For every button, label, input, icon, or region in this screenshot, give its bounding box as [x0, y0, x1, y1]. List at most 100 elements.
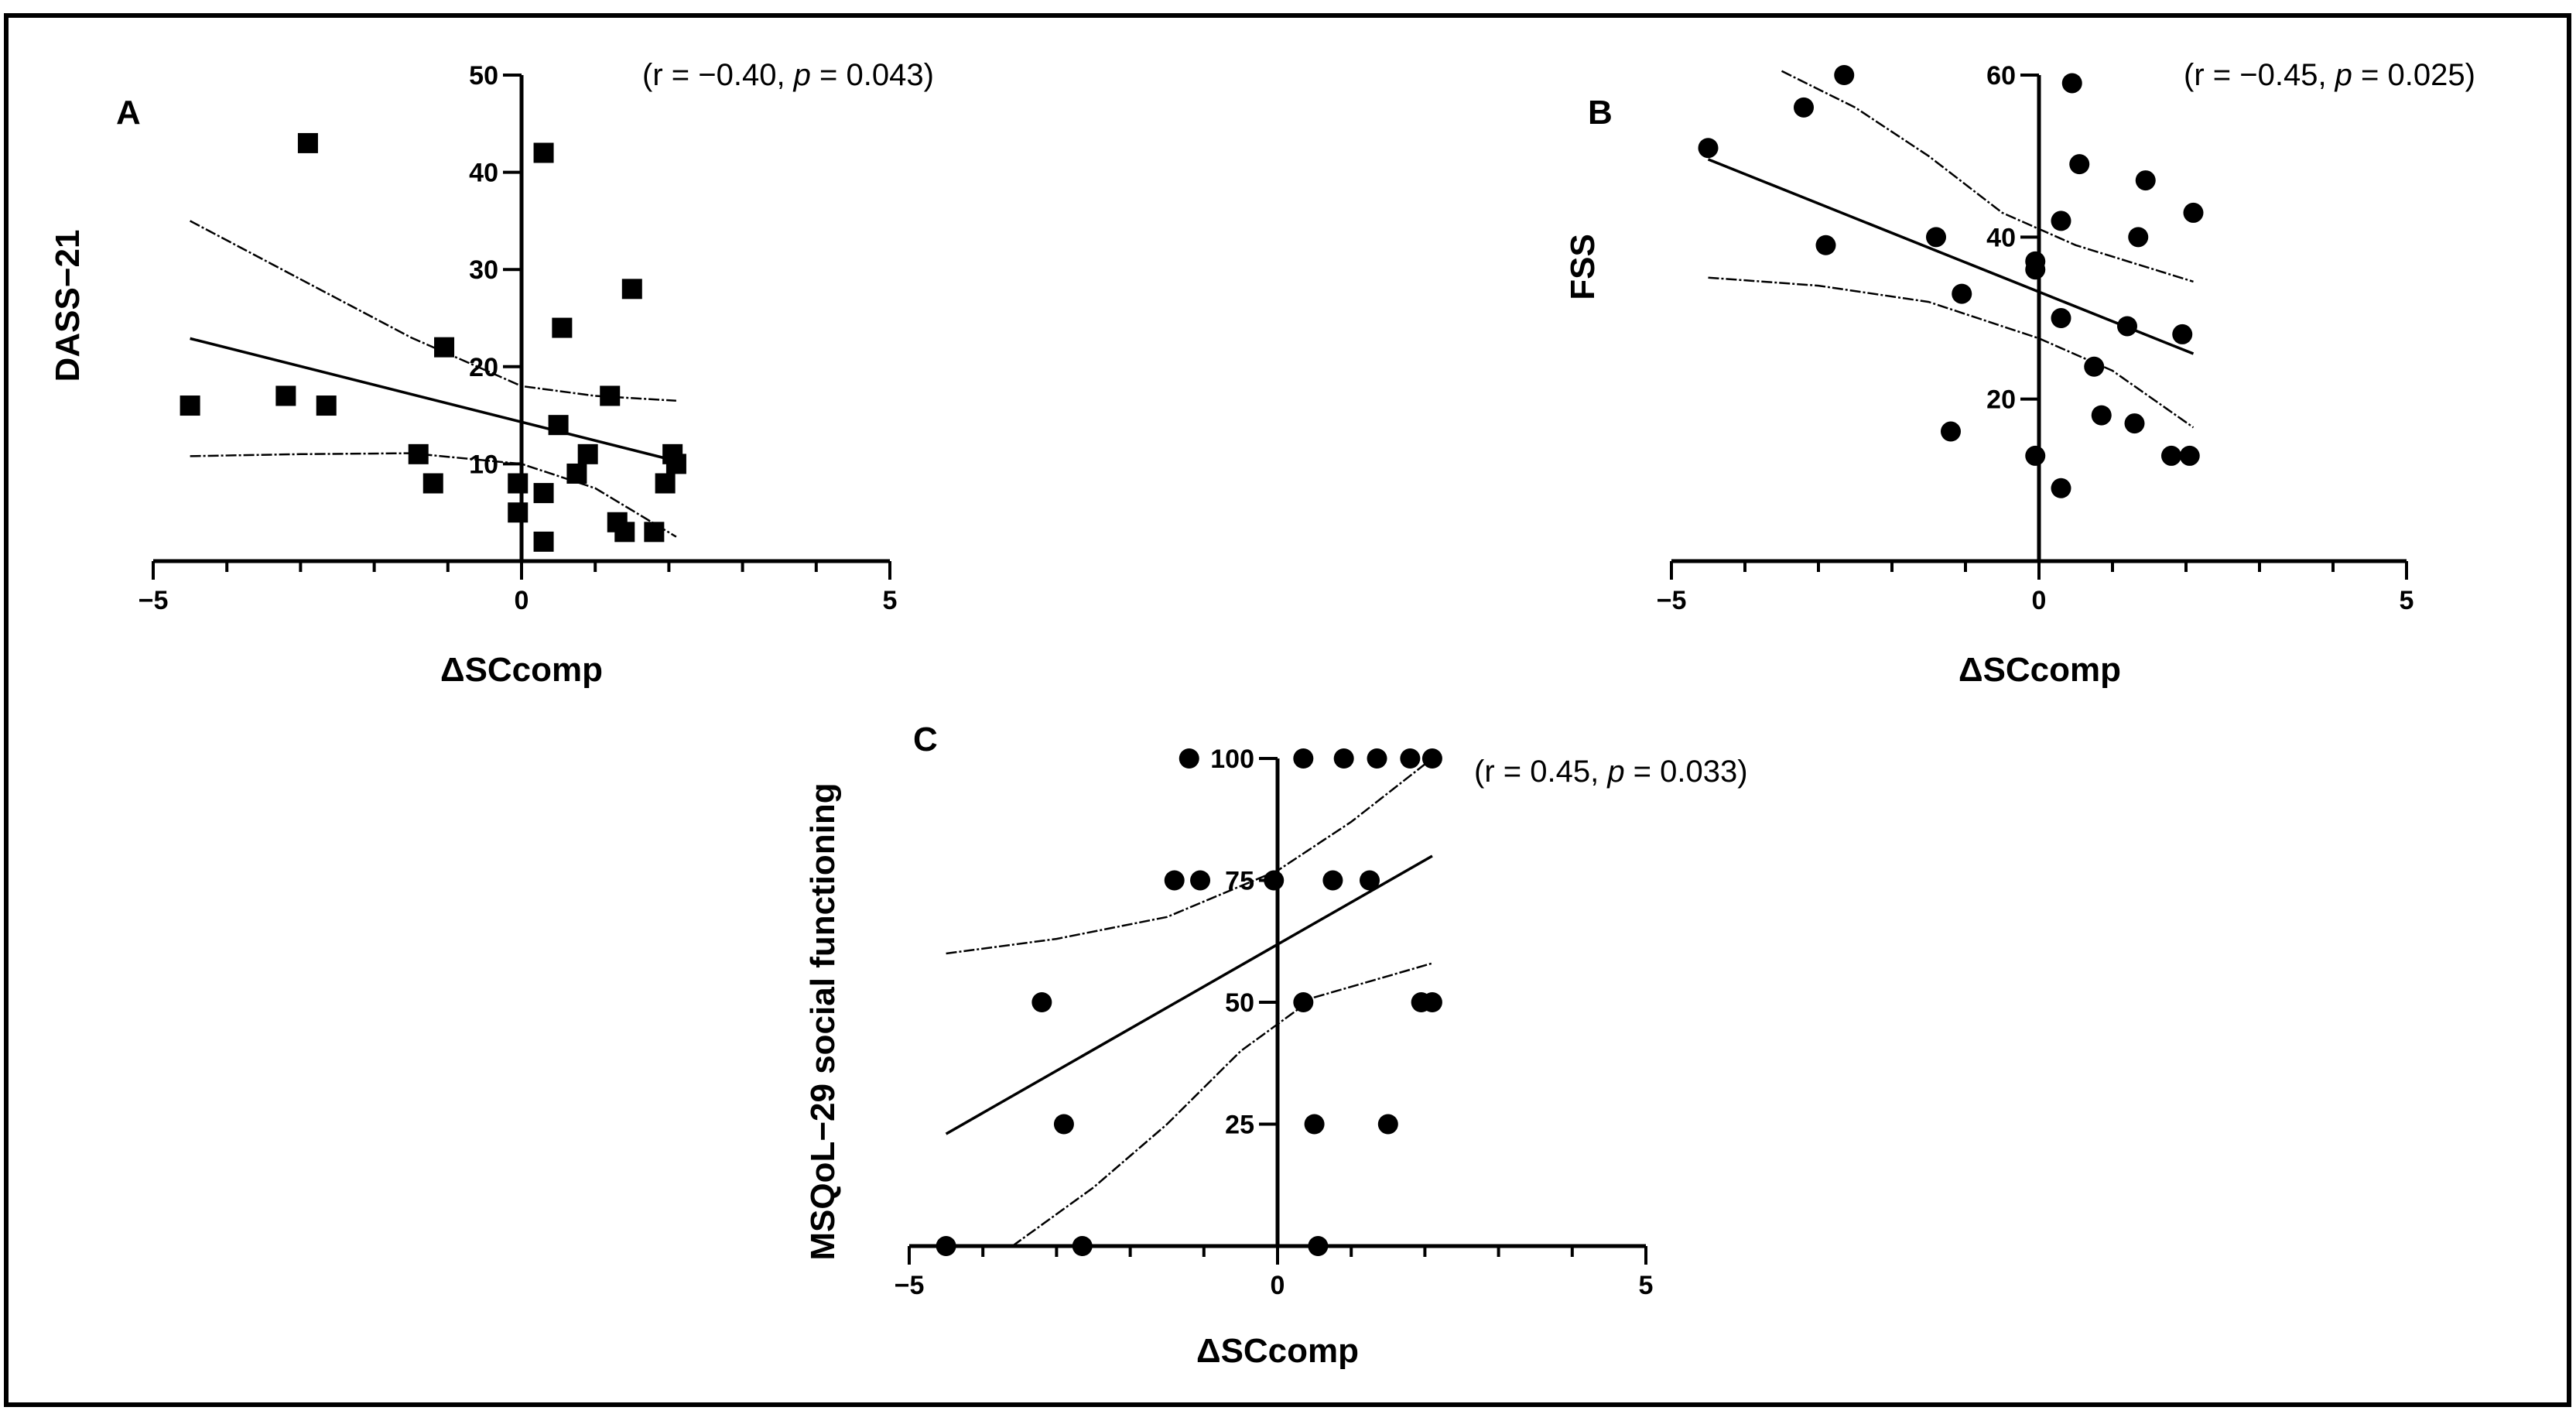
- data-point-c: [1293, 748, 1314, 769]
- stat-p-c: p: [1606, 755, 1624, 789]
- stat-suffix-b: = 0.025): [2352, 58, 2475, 92]
- data-point-c: [1264, 870, 1285, 891]
- data-point-b: [2051, 211, 2071, 231]
- data-point-b: [1952, 283, 1972, 304]
- data-point-c: [1333, 748, 1354, 769]
- data-point-a: [665, 454, 686, 474]
- data-point-a: [275, 385, 296, 406]
- points-c: [936, 748, 1442, 1256]
- data-point-c: [1360, 870, 1380, 891]
- data-point-b: [1941, 421, 1961, 442]
- data-point-a: [533, 142, 554, 163]
- regression-line-b: [1707, 158, 2195, 355]
- data-point-c: [1308, 1236, 1329, 1256]
- data-point-b: [1698, 138, 1719, 159]
- data-point-b: [2124, 413, 2145, 434]
- data-point-a: [577, 443, 598, 464]
- data-point-c: [1293, 992, 1314, 1012]
- data-point-b: [2025, 445, 2046, 466]
- stat-annotation-b: (r = −0.45, p = 0.025): [2184, 58, 2475, 92]
- y-tick-label-a: 30: [469, 255, 498, 285]
- data-point-a: [644, 522, 665, 543]
- ci-lower-band-c: [1011, 962, 1433, 1248]
- x-tick-label-b: 5: [2400, 586, 2414, 615]
- stat-p-a: p: [793, 58, 811, 92]
- data-point-b: [2128, 227, 2149, 248]
- x-tick-label-c: 0: [1271, 1271, 1285, 1300]
- data-point-b: [1834, 65, 1855, 85]
- data-point-c: [1164, 870, 1185, 891]
- data-point-a: [655, 473, 676, 494]
- panel-label-a: A: [116, 94, 141, 132]
- data-point-a: [548, 415, 569, 436]
- x-axis-label-c: ΔSCcomp: [1196, 1332, 1359, 1370]
- data-point-c: [1400, 748, 1421, 769]
- fit-line-a: [190, 337, 677, 463]
- axes-b: −5 0 5 20 40 60: [1657, 61, 2414, 615]
- stat-suffix-c: = 0.033): [1625, 755, 1748, 789]
- ci-upper-band-b: [1781, 70, 2194, 283]
- fit-line-c: [945, 854, 1433, 1135]
- x-tick-label-b: −5: [1657, 586, 1687, 615]
- y-tick-label-b: 60: [1986, 61, 2016, 91]
- data-point-b: [1926, 227, 1946, 248]
- data-point-b: [2179, 445, 2200, 466]
- data-point-b: [2161, 445, 2181, 466]
- data-point-c: [1377, 1114, 1398, 1135]
- data-point-a: [533, 531, 554, 552]
- x-axis-label-a: ΔSCcomp: [440, 651, 603, 689]
- x-tick-label-a: −5: [139, 586, 169, 615]
- x-tick-label-a: 0: [515, 586, 529, 615]
- fit-line-b: [1707, 158, 2195, 355]
- points-a: [180, 132, 686, 552]
- data-point-a: [180, 395, 200, 416]
- data-point-b: [2183, 202, 2204, 223]
- stat-annotation-a: (r = −0.40, p = 0.043): [642, 58, 934, 92]
- regression-line-a: [190, 337, 677, 463]
- data-point-a: [614, 522, 635, 543]
- data-point-b: [2051, 308, 2071, 328]
- data-point-c: [1304, 1114, 1325, 1135]
- y-tick-label-a: 40: [469, 159, 498, 188]
- data-point-c: [936, 1236, 956, 1256]
- data-point-a: [552, 317, 573, 338]
- panel-label-c: C: [913, 721, 938, 758]
- data-point-c: [1421, 992, 1442, 1012]
- data-point-a: [566, 463, 587, 484]
- y-axis-label-c: MSQoL−29 social functioning: [804, 782, 842, 1260]
- figure-border: [4, 13, 2571, 1407]
- stat-prefix-c: (r = 0.45,: [1474, 755, 1607, 789]
- data-point-b: [2051, 478, 2071, 498]
- data-point-c: [1031, 992, 1052, 1012]
- ci-lower-band-b: [1708, 276, 2195, 429]
- y-tick-label-b: 40: [1986, 223, 2016, 252]
- data-point-b: [1815, 235, 1836, 255]
- data-point-a: [408, 443, 429, 464]
- x-tick-label-b: 0: [2032, 586, 2047, 615]
- y-tick-label-c: 25: [1225, 1111, 1254, 1140]
- data-point-a: [434, 337, 455, 358]
- y-axis-label-b: FSS: [1564, 234, 1602, 300]
- y-tick-label-a: 10: [469, 450, 498, 479]
- data-point-a: [621, 279, 642, 300]
- data-point-c: [1179, 748, 1199, 769]
- data-point-c: [1190, 870, 1211, 891]
- data-point-c: [1072, 1236, 1093, 1256]
- data-point-b: [1794, 97, 1814, 118]
- data-point-b: [2172, 324, 2193, 344]
- data-point-c: [1322, 870, 1343, 891]
- data-point-a: [508, 502, 529, 523]
- y-tick-label-a: 50: [469, 61, 498, 91]
- y-tick-label-a: 20: [469, 353, 498, 382]
- data-point-b: [2117, 316, 2137, 337]
- ci-bands-c: [946, 758, 1433, 1248]
- data-point-b: [2061, 73, 2082, 94]
- data-point-b: [2084, 356, 2105, 377]
- data-point-c: [1421, 748, 1442, 769]
- stat-annotation-c: (r = 0.45, p = 0.033): [1474, 755, 1748, 789]
- regression-line-c: [945, 854, 1433, 1135]
- y-tick-label-b: 20: [1986, 385, 2016, 415]
- ci-lower-band-a: [190, 452, 677, 538]
